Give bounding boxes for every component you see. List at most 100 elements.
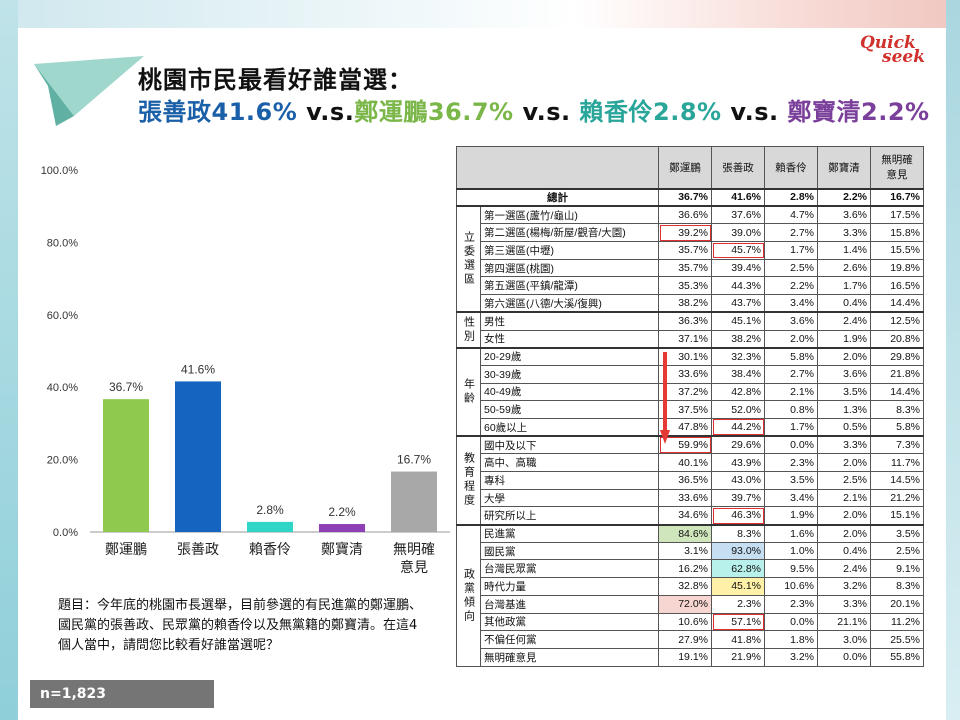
cell-value: 3.4% <box>764 488 818 508</box>
table-row: 女性 37.1% 38.2% 2.0% 1.9% 20.8% <box>457 329 924 349</box>
table-row: 教育程度 國中及以下 59.9% 29.6% 0.0% 3.3% 7.3% <box>456 435 924 526</box>
table-row: 台灣基進 72.0% 2.3% 2.3% 3.3% 20.1% <box>457 594 924 614</box>
cell-value: 3.3% <box>817 594 871 614</box>
cell-value: 0.4% <box>817 541 871 561</box>
cell-value: 1.9% <box>764 506 818 526</box>
title-vs-1: v.s. <box>297 98 355 126</box>
cell-value: 3.2% <box>764 647 818 667</box>
cell-value: 57.1% <box>711 612 765 632</box>
cell-value: 38.4% <box>711 364 765 384</box>
cell-value: 3.6% <box>817 364 871 384</box>
cell-value: 2.7% <box>764 223 818 243</box>
cell-value: 21.8% <box>870 364 924 384</box>
bar-1 <box>175 381 221 532</box>
cell-value: 2.6% <box>817 258 871 278</box>
cell-value: 15.5% <box>870 241 924 260</box>
cell-value: 21.9% <box>711 647 765 667</box>
cell-value: 38.2% <box>658 294 712 313</box>
cell-value: 42.8% <box>711 382 765 402</box>
row-label: 第三選區(中壢) <box>480 241 659 260</box>
cell-value: 2.4% <box>817 559 871 579</box>
cell-value: 59.9% <box>658 435 712 455</box>
y-tick-label: 100.0% <box>41 165 79 177</box>
cell-value: 43.7% <box>711 294 765 313</box>
group-label: 年齡 <box>456 346 481 437</box>
table-row: 30-39歲 33.6% 38.4% 2.7% 3.6% 21.8% <box>457 364 924 384</box>
cell-value: 0.5% <box>817 417 871 437</box>
bar-4 <box>391 471 437 532</box>
page-subtitle: 張善政41.6% v.s.鄭運鵬36.7% v.s. 賴香伶2.8% v.s. … <box>138 92 930 127</box>
row-label: 40-49歲 <box>480 382 659 402</box>
table-row: 第四選區(桃園) 35.7% 39.4% 2.5% 2.6% 19.8% <box>457 258 924 278</box>
cell-value: 2.8% <box>764 187 818 208</box>
cell-value: 3.5% <box>764 471 818 490</box>
title-segment-chang: 張善政41.6% <box>138 98 298 126</box>
cell-value: 0.0% <box>817 647 871 667</box>
cell-value: 1.0% <box>764 541 818 561</box>
cell-value: 84.6% <box>658 523 712 543</box>
cell-value: 36.5% <box>658 471 712 490</box>
cell-value: 2.1% <box>817 488 871 508</box>
cell-value: 1.7% <box>764 417 818 437</box>
cell-value: 9.5% <box>764 559 818 579</box>
row-label: 第二選區(楊梅/新屋/觀音/大園) <box>480 223 659 243</box>
table-row: 第六選區(八德/大溪/復興) 38.2% 43.7% 3.4% 0.4% 14.4% <box>457 294 924 313</box>
cell-value: 5.8% <box>764 346 818 366</box>
column-header: 張善政 <box>711 146 765 189</box>
row-label: 30-39歲 <box>480 364 659 384</box>
cell-value: 19.8% <box>870 258 924 278</box>
table-row: 無明確意見 19.1% 21.9% 3.2% 0.0% 55.8% <box>457 647 924 667</box>
cell-value: 0.8% <box>764 400 818 419</box>
y-tick-label: 0.0% <box>53 527 78 539</box>
cell-value: 3.2% <box>817 577 871 596</box>
y-tick-label: 60.0% <box>47 310 78 322</box>
cell-value: 45.1% <box>711 311 765 331</box>
cell-value: 43.9% <box>711 453 765 472</box>
row-label: 國中及以下 <box>480 435 659 455</box>
title-segment-lai: 賴香伶2.8% <box>579 98 722 126</box>
x-category-label: 鄭運鵬 <box>105 541 147 557</box>
cell-value: 3.5% <box>817 382 871 402</box>
cell-value: 2.0% <box>764 329 818 349</box>
table-row: 立委選區 第一選區(蘆竹/龜山) 36.6% 37.6% 4.7% 3.6% 17.5% <box>456 205 924 313</box>
cell-value: 36.7% <box>658 187 712 208</box>
table-header-row: 鄭運鵬 張善政 賴香伶 鄭寶清 無明確 意見 <box>456 146 924 189</box>
cell-value: 16.7% <box>870 187 924 208</box>
row-label: 女性 <box>480 329 659 349</box>
bar-value-label: 41.6% <box>181 362 215 376</box>
crosstab-table: 鄭運鵬 張善政 賴香伶 鄭寶清 無明確 意見 總計 36.7% 41.6% 2.8% 2.2% 16… <box>456 146 924 667</box>
y-tick-label: 40.0% <box>47 382 78 394</box>
cell-value: 52.0% <box>711 400 765 419</box>
group-label: 教育程度 <box>456 435 481 526</box>
cell-value: 2.0% <box>817 523 871 543</box>
cell-value: 41.8% <box>711 630 765 649</box>
quickseek-logo: Quick seek <box>858 34 940 70</box>
table-row: 政黨傾向 民進黨 84.6% 8.3% 1.6% 2.0% 3.5% <box>456 523 924 667</box>
cell-value: 46.3% <box>711 506 765 526</box>
table-row: 50-59歲 37.5% 52.0% 0.8% 1.3% 8.3% <box>457 400 924 419</box>
y-tick-label: 20.0% <box>47 455 78 467</box>
cell-value: 25.5% <box>870 630 924 649</box>
cell-value: 2.2% <box>817 187 871 208</box>
cell-value: 2.0% <box>817 346 871 366</box>
table-row: 時代力量 32.8% 45.1% 10.6% 3.2% 8.3% <box>457 577 924 596</box>
title-vs-3: v.s. <box>721 98 788 126</box>
cell-value: 3.3% <box>817 435 871 455</box>
cell-value: 11.2% <box>870 612 924 632</box>
cell-value: 38.2% <box>711 329 765 349</box>
cell-value: 2.0% <box>817 453 871 472</box>
cell-value: 2.3% <box>764 453 818 472</box>
cell-value: 20.8% <box>870 329 924 349</box>
page-title: 桃園市民最看好誰當選： <box>138 66 413 94</box>
group-label: 政黨傾向 <box>456 523 481 667</box>
cell-value: 40.1% <box>658 453 712 472</box>
cell-value: 8.3% <box>711 523 765 543</box>
cell-value: 0.4% <box>817 294 871 313</box>
x-category-label: 賴香伶 <box>249 541 291 557</box>
row-label: 專科 <box>480 471 659 490</box>
row-label: 第六選區(八德/大溪/復興) <box>480 294 659 313</box>
x-category-label: 張善政 <box>177 541 219 557</box>
row-label: 民進黨 <box>480 523 659 543</box>
cell-value: 1.9% <box>817 329 871 349</box>
cell-value: 2.5% <box>870 541 924 561</box>
